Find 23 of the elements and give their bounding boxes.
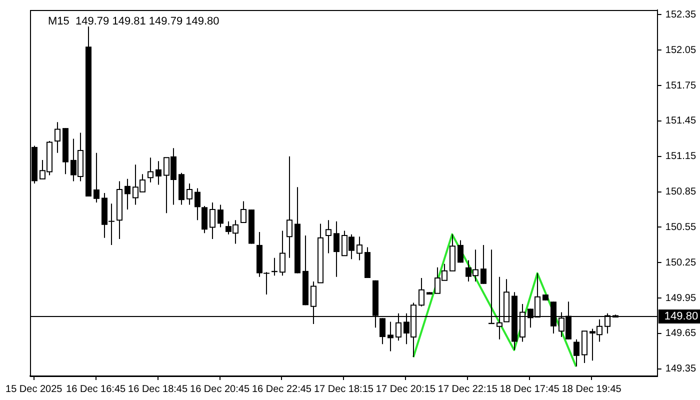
text: M15 149.79 149.81 149.79 149.80 bbox=[48, 16, 220, 28]
y-tick-label: 150.85 bbox=[665, 186, 696, 198]
x-tick-label: 16 Dec 22:45 bbox=[252, 384, 312, 395]
x-tick-label: 16 Dec 16:45 bbox=[66, 384, 126, 395]
y-tick-label: 152.35 bbox=[665, 9, 696, 20]
y-tick-label: 149.35 bbox=[665, 364, 696, 375]
x-tick-label: 16 Dec 18:45 bbox=[128, 384, 188, 395]
y-tick-label: 152.05 bbox=[665, 44, 696, 56]
y-tick-label: 149.65 bbox=[665, 328, 696, 340]
y-tick-label: 151.45 bbox=[665, 116, 696, 127]
y-tick-label: 150.25 bbox=[665, 257, 696, 268]
x-tick-label: 16 Dec 20:45 bbox=[190, 384, 250, 395]
x-tick-label: 17 Dec 18:15 bbox=[314, 384, 374, 395]
ref-line-label: 149.80 bbox=[664, 310, 698, 323]
x-tick-label: 15 Dec 2025 bbox=[6, 384, 63, 395]
y-tick-label: 150.55 bbox=[665, 222, 696, 233]
x-tick-label: 18 Dec 19:45 bbox=[562, 384, 622, 395]
x-tick-label: 17 Dec 22:15 bbox=[438, 384, 498, 395]
y-tick-label: 149.95 bbox=[665, 292, 696, 304]
y-tick-label: 151.15 bbox=[665, 151, 696, 162]
y-tick-label: 151.75 bbox=[665, 80, 696, 92]
x-tick-label: 17 Dec 20:15 bbox=[376, 384, 436, 395]
x-tick-label: 18 Dec 17:45 bbox=[500, 384, 560, 395]
